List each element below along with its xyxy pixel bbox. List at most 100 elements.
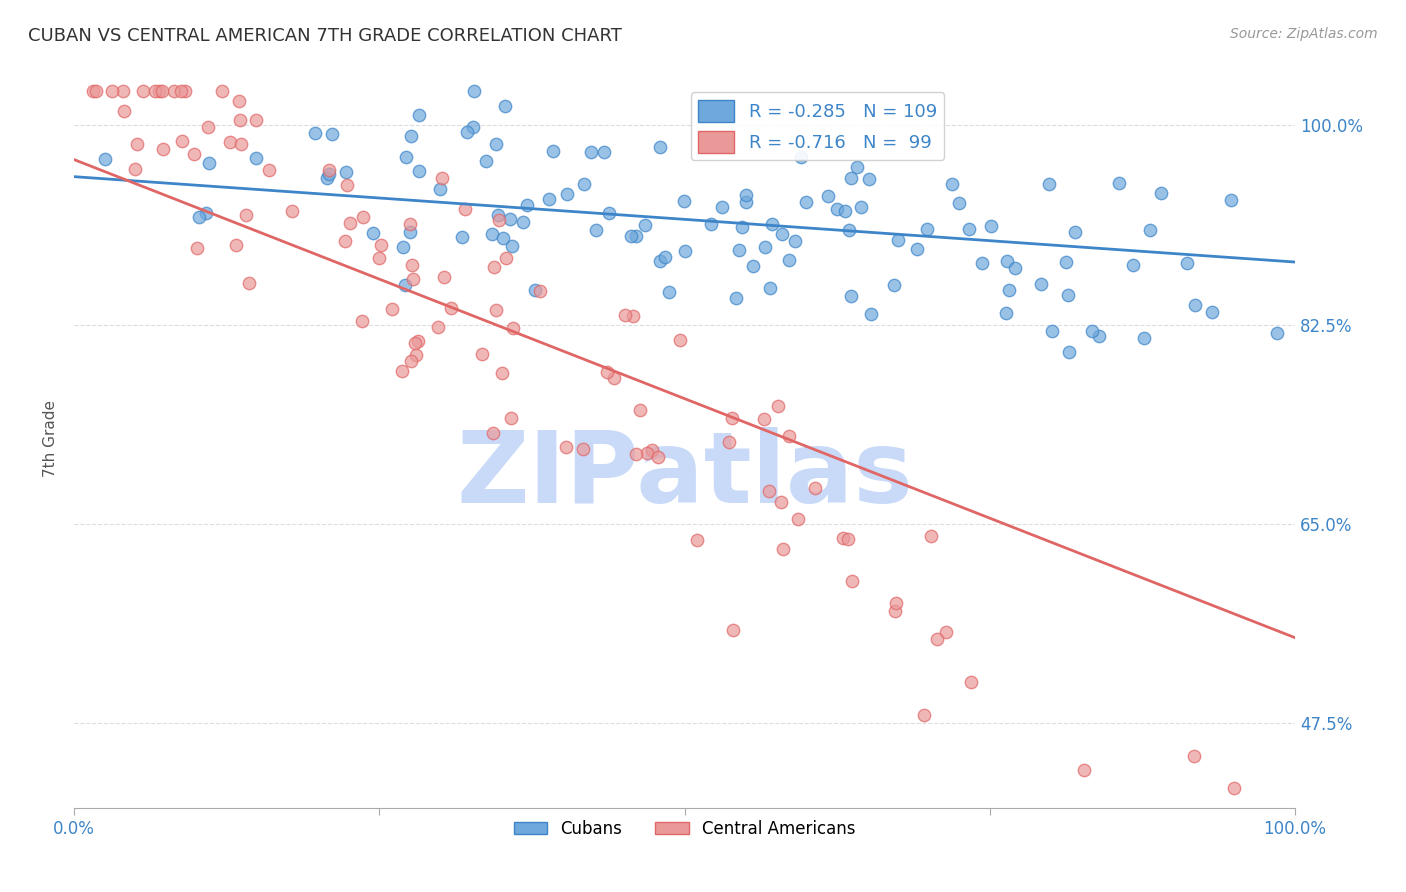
Point — [245, 152, 267, 166]
Legend: Cubans, Central Americans: Cubans, Central Americans — [508, 814, 862, 845]
Point — [335, 178, 357, 192]
Point — [488, 213, 510, 227]
Point — [1057, 288, 1080, 302]
Point — [905, 243, 928, 257]
Point — [392, 239, 415, 253]
Point — [494, 99, 516, 113]
Point — [770, 227, 793, 241]
Point — [1184, 298, 1206, 312]
Point — [948, 196, 970, 211]
Point — [1081, 324, 1104, 338]
Point — [859, 307, 882, 321]
Point — [685, 533, 707, 547]
Point — [603, 370, 626, 384]
Point — [711, 200, 734, 214]
Point — [572, 178, 595, 192]
Point — [673, 194, 696, 209]
Point — [339, 216, 361, 230]
Point — [218, 135, 240, 149]
Point — [127, 136, 149, 151]
Point — [1201, 305, 1223, 319]
Point — [516, 197, 538, 211]
Point — [257, 163, 280, 178]
Point — [492, 231, 515, 245]
Point — [352, 314, 374, 328]
Point — [352, 211, 374, 225]
Point — [368, 252, 391, 266]
Point — [770, 494, 793, 508]
Point — [790, 151, 813, 165]
Point — [837, 532, 859, 546]
Point — [1265, 326, 1288, 340]
Point — [778, 253, 800, 268]
Point — [1038, 177, 1060, 191]
Point — [794, 195, 817, 210]
Point — [463, 84, 485, 98]
Point — [82, 84, 104, 98]
Point — [585, 223, 607, 237]
Point — [402, 272, 425, 286]
Point — [772, 542, 794, 557]
Point — [555, 440, 578, 454]
Point — [741, 260, 763, 274]
Point — [304, 126, 326, 140]
Point — [761, 218, 783, 232]
Point — [211, 84, 233, 98]
Point — [673, 244, 696, 258]
Point — [512, 214, 534, 228]
Point — [721, 411, 744, 425]
Point — [647, 450, 669, 464]
Point — [980, 219, 1002, 234]
Point — [391, 364, 413, 378]
Point — [482, 260, 505, 274]
Point — [768, 400, 790, 414]
Point — [335, 165, 357, 179]
Point — [541, 144, 564, 158]
Point — [225, 237, 247, 252]
Point — [699, 218, 721, 232]
Point — [634, 218, 657, 232]
Point — [884, 596, 907, 610]
Point — [619, 229, 641, 244]
Point — [401, 354, 423, 368]
Point — [654, 250, 676, 264]
Point — [94, 152, 117, 166]
Point — [717, 434, 740, 449]
Point — [399, 226, 422, 240]
Point — [920, 529, 942, 543]
Point — [817, 188, 839, 202]
Point — [486, 208, 509, 222]
Point — [406, 334, 429, 348]
Point — [132, 84, 155, 98]
Point — [482, 425, 505, 440]
Point — [1057, 344, 1080, 359]
Point — [1220, 193, 1243, 207]
Point — [228, 112, 250, 127]
Point — [426, 320, 449, 334]
Point — [579, 145, 602, 160]
Point — [804, 481, 827, 495]
Point — [995, 254, 1018, 268]
Point — [839, 289, 862, 303]
Point — [927, 632, 949, 647]
Point — [957, 221, 980, 235]
Point — [915, 222, 938, 236]
Point — [995, 306, 1018, 320]
Point — [724, 291, 747, 305]
Point — [571, 442, 593, 457]
Point — [935, 624, 957, 639]
Point — [150, 84, 173, 98]
Point — [524, 283, 547, 297]
Point — [316, 171, 339, 186]
Point — [235, 209, 257, 223]
Point — [628, 402, 651, 417]
Point — [281, 204, 304, 219]
Point — [883, 278, 905, 293]
Point — [186, 241, 208, 255]
Point — [858, 172, 880, 186]
Point — [658, 285, 681, 300]
Point — [941, 178, 963, 192]
Point — [395, 150, 418, 164]
Point — [163, 84, 186, 98]
Point — [650, 140, 672, 154]
